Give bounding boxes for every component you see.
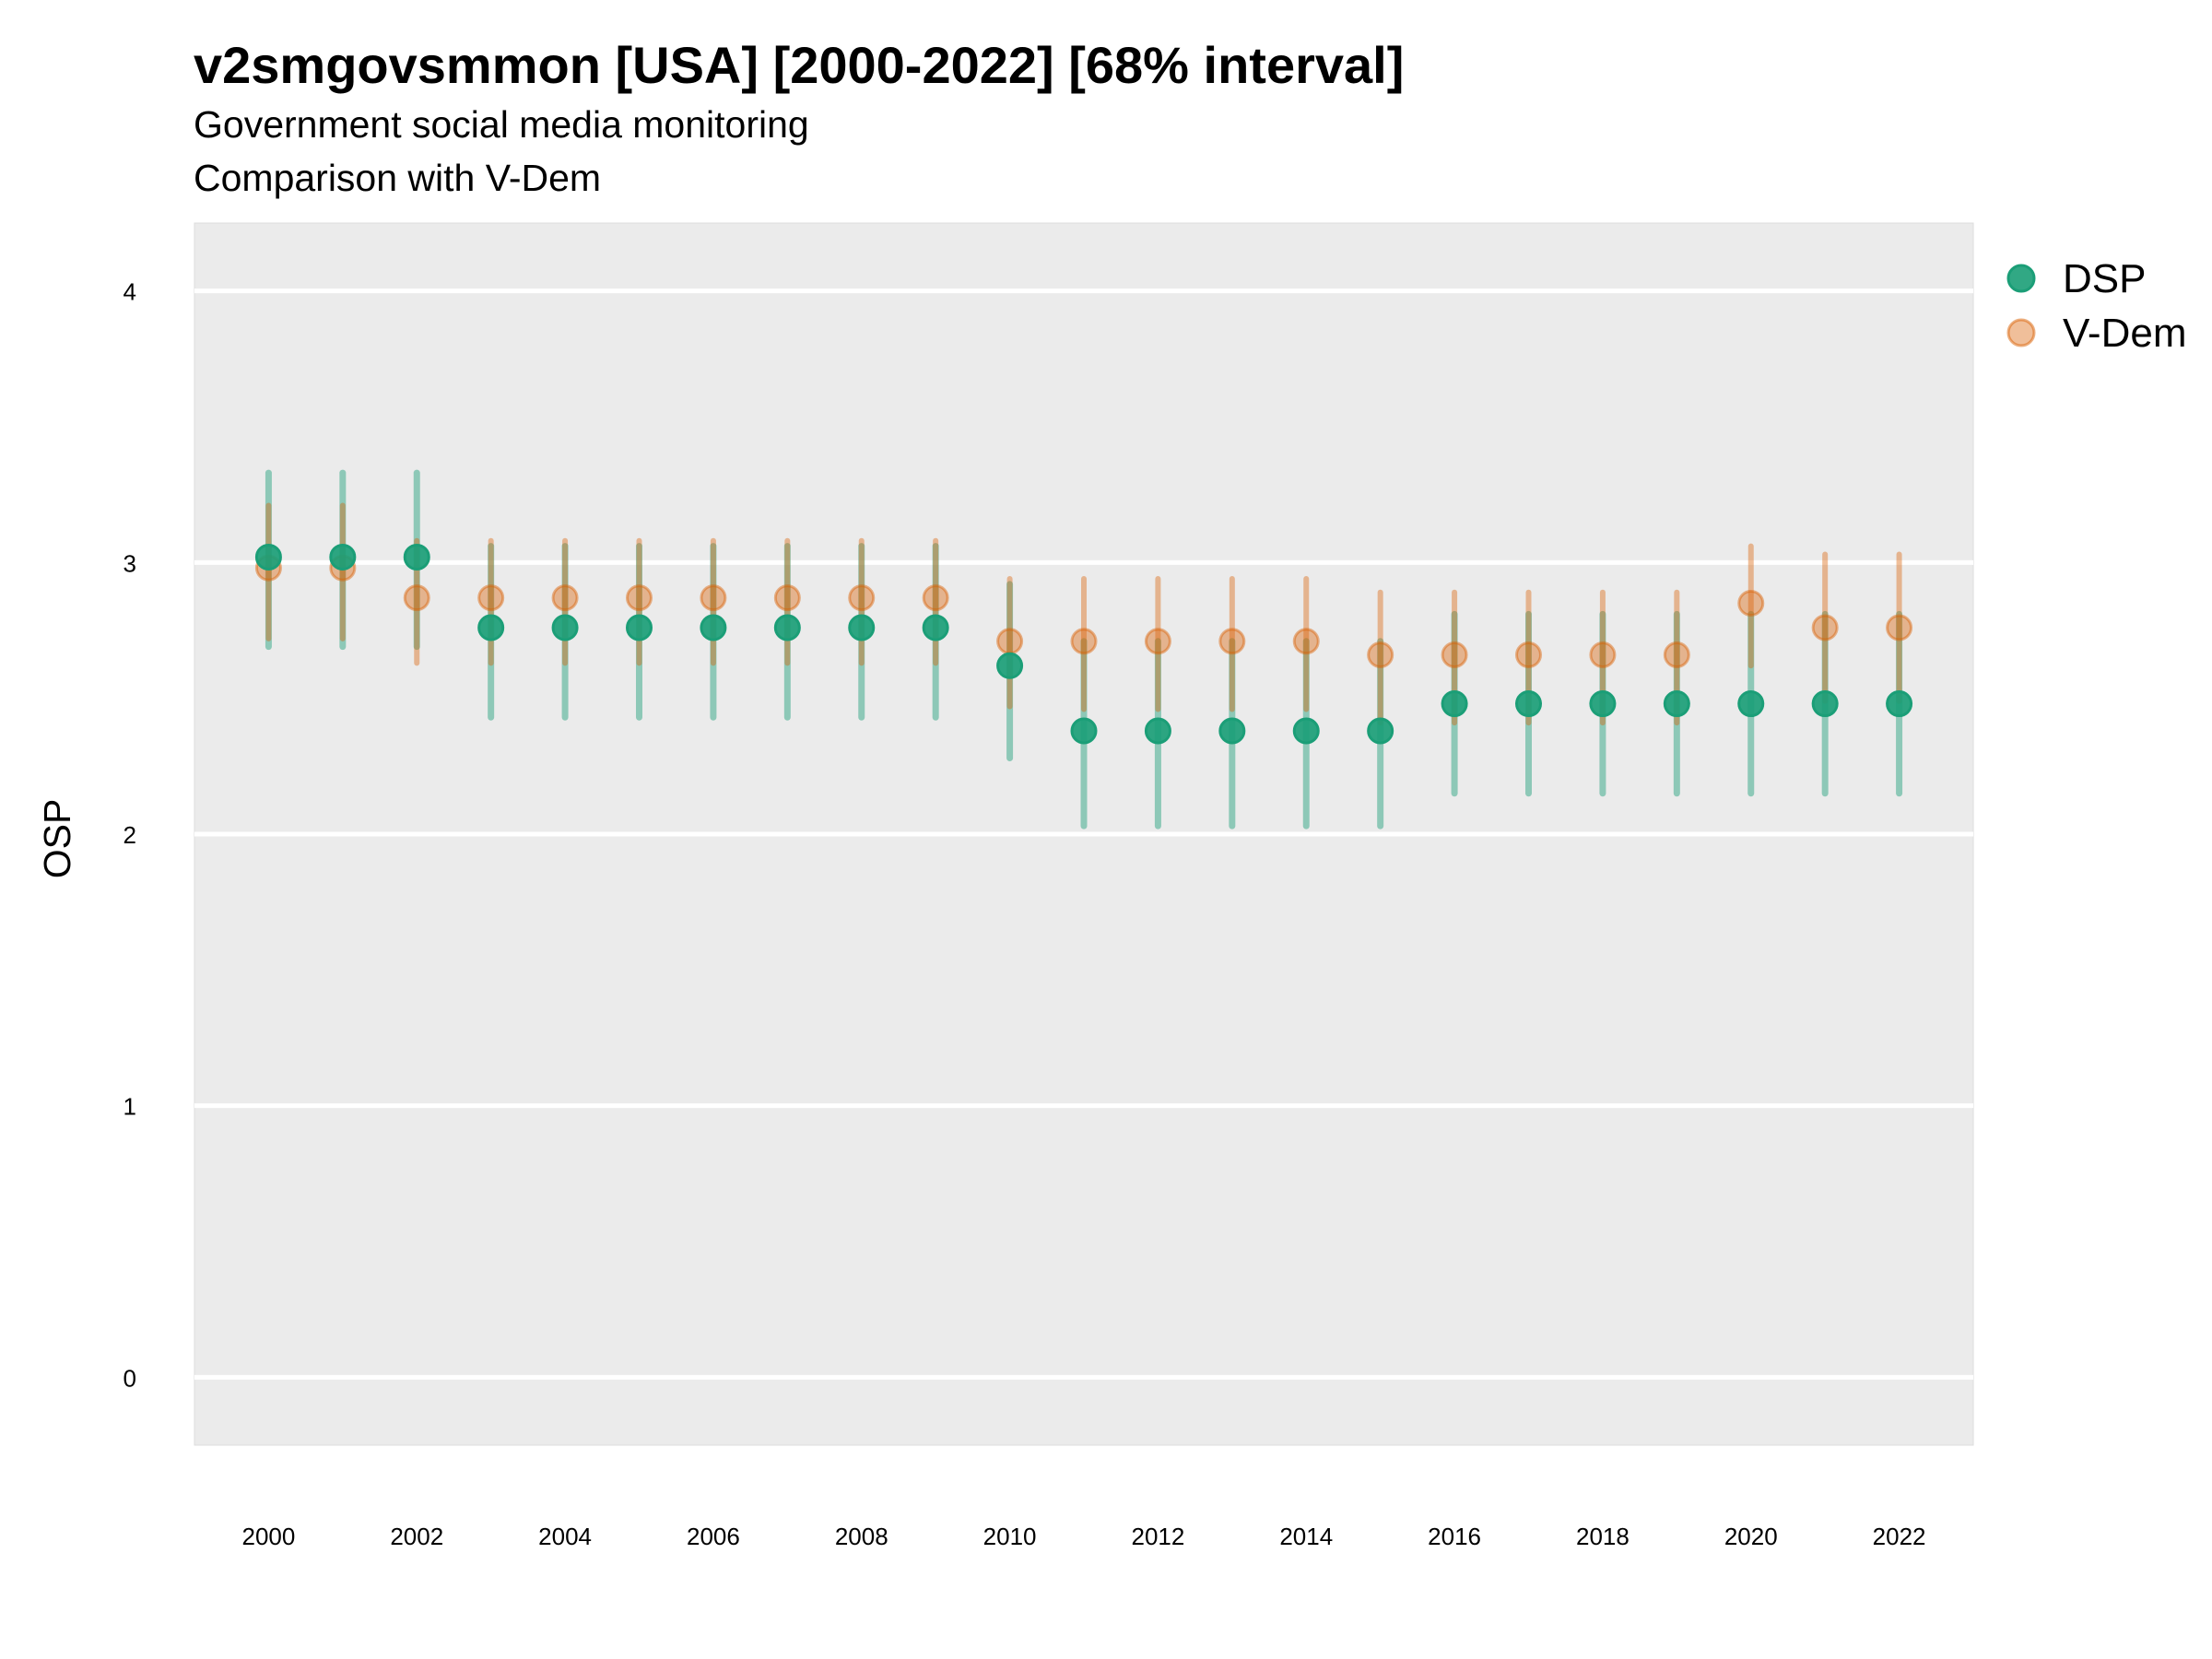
vdem-point bbox=[477, 584, 505, 612]
x-tick-label: 2020 bbox=[1724, 1523, 1778, 1550]
dsp-point bbox=[329, 543, 357, 571]
chart-subtitle: Government social media monitoring bbox=[194, 103, 809, 146]
vdem-point bbox=[1292, 628, 1320, 655]
dsp-point bbox=[1070, 717, 1098, 745]
x-tick-label: 2012 bbox=[1131, 1523, 1184, 1550]
y-tick-label: 0 bbox=[124, 1364, 136, 1392]
dsp-point bbox=[922, 614, 949, 641]
legend-dsp-swatch bbox=[2006, 264, 2036, 293]
dsp-point bbox=[1886, 690, 1913, 718]
legend-dsp-label: DSP bbox=[2063, 256, 2146, 301]
vdem-point bbox=[700, 584, 727, 612]
dsp-point bbox=[626, 614, 653, 641]
x-tick-label: 2008 bbox=[835, 1523, 888, 1550]
dsp-point bbox=[1218, 717, 1246, 745]
x-tick-label: 2022 bbox=[1873, 1523, 1926, 1550]
legend-vdem-label: V-Dem bbox=[2063, 311, 2186, 356]
chart-caption: Comparison with V-Dem bbox=[194, 157, 602, 199]
chart-title: v2smgovsmmon [USA] [2000-2022] [68% inte… bbox=[194, 36, 1405, 94]
dsp-point bbox=[1663, 690, 1690, 718]
dsp-point bbox=[773, 614, 801, 641]
x-tick-label: 2016 bbox=[1428, 1523, 1481, 1550]
vdem-point bbox=[773, 584, 801, 612]
dsp-point bbox=[700, 614, 727, 641]
dsp-point bbox=[1367, 717, 1394, 745]
vdem-point bbox=[922, 584, 949, 612]
dsp-point bbox=[996, 652, 1024, 679]
vdem-point bbox=[1886, 614, 1913, 641]
vdem-point bbox=[1218, 628, 1246, 655]
vdem-point bbox=[1515, 641, 1542, 669]
vdem-point bbox=[1070, 628, 1098, 655]
dsp-point bbox=[1811, 690, 1839, 718]
dsp-point bbox=[1144, 717, 1171, 745]
dsp-point bbox=[403, 543, 430, 571]
vdem-point bbox=[996, 628, 1024, 655]
dsp-point bbox=[477, 614, 505, 641]
vdem-point bbox=[403, 584, 430, 612]
dsp-point bbox=[1441, 690, 1468, 718]
legend: DSP V-Dem bbox=[2006, 256, 2186, 356]
dsp-point bbox=[551, 614, 579, 641]
x-tick-label: 2006 bbox=[687, 1523, 740, 1550]
vdem-point bbox=[1663, 641, 1690, 669]
y-axis-label: OSP bbox=[36, 799, 78, 879]
vdem-point bbox=[848, 584, 876, 612]
dsp-point bbox=[1737, 690, 1765, 718]
x-tick-label: 2000 bbox=[241, 1523, 295, 1550]
vdem-point bbox=[551, 584, 579, 612]
vdem-point bbox=[1737, 590, 1765, 618]
vdem-point bbox=[1367, 641, 1394, 669]
x-tick-label: 2018 bbox=[1576, 1523, 1630, 1550]
dsp-point bbox=[848, 614, 876, 641]
vdem-point bbox=[1144, 628, 1171, 655]
dsp-point bbox=[1292, 717, 1320, 745]
x-tick-label: 2010 bbox=[983, 1523, 1037, 1550]
vdem-point bbox=[626, 584, 653, 612]
y-tick-label: 4 bbox=[124, 278, 136, 306]
dsp-point bbox=[1589, 690, 1617, 718]
dsp-point bbox=[1515, 690, 1542, 718]
legend-vdem-swatch bbox=[2006, 318, 2036, 347]
x-tick-label: 2002 bbox=[390, 1523, 443, 1550]
dsp-point bbox=[254, 543, 282, 571]
x-tick-label: 2004 bbox=[538, 1523, 592, 1550]
vdem-point bbox=[1811, 614, 1839, 641]
vdem-point bbox=[1441, 641, 1468, 669]
y-tick-label: 3 bbox=[124, 549, 136, 577]
y-tick-label: 2 bbox=[124, 821, 136, 849]
x-tick-label: 2014 bbox=[1279, 1523, 1333, 1550]
vdem-point bbox=[1589, 641, 1617, 669]
y-tick-label: 1 bbox=[124, 1093, 136, 1121]
